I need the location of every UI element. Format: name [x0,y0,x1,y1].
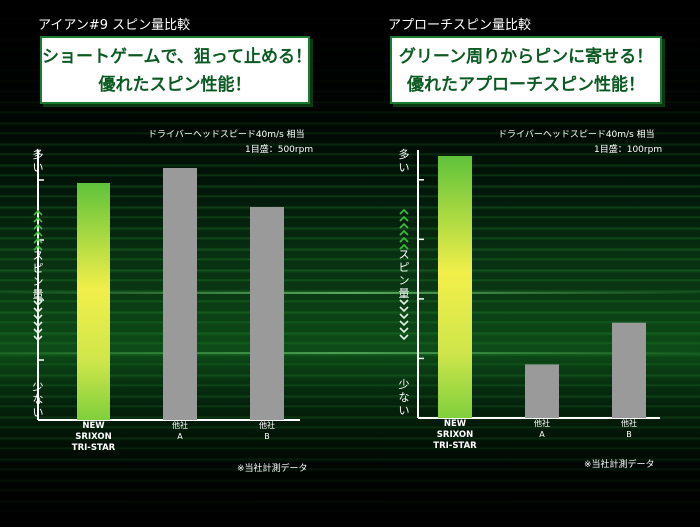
left-headline-line-1: ショートゲームで、狙って止める！ [42,47,312,67]
y-axis-label-middle: スピン量 [399,248,410,300]
chevron-down-icon [399,313,409,320]
category-label: B [626,430,632,439]
category-label: A [539,430,545,439]
category-label: SRIXON [437,430,473,440]
category-label: 他社 [621,418,637,428]
category-label: NEW [82,421,105,431]
chevron-up-icon [33,209,43,216]
y-axis-label-top-char: い [399,161,410,174]
right-headline-line-1: グリーン周りからピンに寄せる！ [398,47,654,67]
right-section-title: アプローチスピン量比較 [388,18,532,33]
right-condition-note: ドライバーヘッドスピード40m/s 相当 [498,130,655,140]
left-condition-note: ドライバーヘッドスピード40m/s 相当 [148,130,305,140]
chevron-down-icon [399,320,409,327]
y-axis-label-bottom-char: 少 [399,378,410,391]
chevron-down-icon [33,321,43,328]
chevron-up-icon [33,223,43,230]
right-headline-box: グリーン周りからピンに寄せる！ 優れたアプローチスピン性能！ [390,36,662,104]
bar-competitor-b [612,322,646,418]
chevron-down-icon [33,328,43,335]
bar-competitor-b [250,207,284,420]
bar-srixon [438,155,472,418]
right-headline-line-2: 優れたアプローチスピン性能！ [407,75,645,95]
light-streak [0,292,700,294]
left-footnote: ※当社計測データ [237,464,308,474]
left-scale-note: 1目盛：500rpm [245,145,314,155]
category-label: SRIXON [75,432,111,442]
bar-competitor-a [163,168,197,420]
y-axis-label-top-char: い [33,161,44,174]
category-label: NEW [444,419,467,429]
chevron-down-icon [399,334,409,341]
chevron-down-icon [33,335,43,342]
y-axis-label-bottom-char: い [399,404,410,417]
bar-competitor-a [525,364,559,418]
chevron-down-icon [399,306,409,313]
y-axis-label-middle: スピン量 [33,249,44,301]
left-section-title: アイアン#9 スピン量比較 [38,18,191,33]
y-axis-label-middle-char: ピ [399,261,410,274]
y-axis-label-bottom: 少ない [33,380,44,419]
category-label: 他社 [534,418,550,428]
chevron-down-icon [33,314,43,321]
left-headline-box: ショートゲームで、狙って止める！ 優れたスピン性能！ [40,36,312,104]
chevron-down-icon [399,299,409,306]
chevron-up-icon [399,236,409,243]
y-axis-label-middle-char: 量 [399,287,410,300]
y-axis-label-middle-char: ン [399,274,410,287]
y-axis-label-top: 多い [399,147,410,174]
y-axis-label-middle-char: ン [33,275,44,288]
y-axis-label-top: 多い [33,147,44,174]
chevron-up-icon [399,222,409,229]
category-label: TRI-STAR [72,443,116,453]
left-headline-line-2: 優れたスピン性能！ [98,75,252,95]
y-axis-label-bottom-char: な [399,391,410,404]
y-axis-label-top-char: 多 [399,147,410,161]
category-label: B [264,432,270,441]
chevron-up-icon [399,208,409,215]
y-axis-label-middle-char: ス [399,248,410,261]
chevron-up-icon [33,244,43,251]
category-label: 他社 [172,420,188,430]
category-label: 他社 [259,420,275,430]
y-axis-label-top-char: 多 [33,147,44,161]
chevron-up-icon [399,243,409,250]
y-axis-label-middle-char: 量 [33,288,44,301]
right-footnote: ※当社計測データ [584,460,655,470]
right-scale-note: 1目盛：100rpm [594,145,663,155]
chevron-down-icon [399,327,409,334]
chevron-up-icon [33,237,43,244]
y-axis-label-bottom-char: な [33,393,44,406]
y-axis-label-bottom-char: 少 [33,380,44,393]
chevron-up-icon [399,215,409,222]
chevron-up-icon [399,229,409,236]
chevron-up-icon [33,216,43,223]
category-label: TRI-STAR [433,441,477,451]
chevron-down-icon [33,307,43,314]
y-axis-label-middle-char: ピ [33,262,44,275]
y-axis-label-bottom: 少ない [399,378,410,417]
chevron-down-icon [33,300,43,307]
chevron-up-icon [33,230,43,237]
category-label: A [177,432,183,441]
bar-srixon [77,183,110,420]
y-axis-label-bottom-char: い [33,406,44,419]
light-streak [0,352,700,354]
y-axis-label-middle-char: ス [33,249,44,262]
